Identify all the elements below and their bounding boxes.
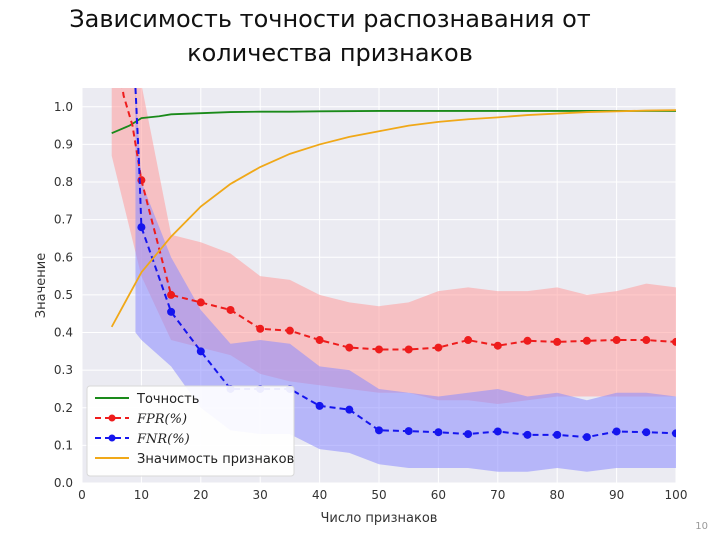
- x-tick-label: 0: [78, 488, 86, 502]
- marker-fnr: [523, 430, 532, 439]
- marker-fpr: [642, 336, 651, 345]
- confidence-bands: [111, 88, 676, 472]
- x-tick-label: 10: [134, 488, 149, 502]
- marker-fpr: [196, 298, 205, 307]
- marker-fpr: [345, 343, 354, 352]
- legend-label-accuracy: Точность: [136, 392, 199, 407]
- band-fnr: [135, 88, 676, 472]
- series-line-significance: [110, 109, 676, 328]
- axis-ticks: 0 10 20 30 40 50 60 70 80 90 100 0.0 0.1 0.2 0.3 0.4 0.5…: [54, 100, 688, 502]
- y-tick-label: 0.8: [54, 175, 73, 189]
- marker-fnr: [315, 401, 324, 410]
- legend-box: [86, 385, 295, 477]
- marker-fpr: [226, 305, 235, 314]
- x-tick-label: 90: [609, 488, 624, 502]
- slide-title-line-2: количества признаков: [187, 39, 473, 67]
- y-tick-label: 0.0: [54, 476, 73, 490]
- marker-fpr: [404, 345, 413, 354]
- series-line-accuracy: [111, 110, 676, 134]
- marker-fnr: [404, 427, 413, 436]
- marker-fpr: [672, 337, 676, 346]
- marker-fpr: [285, 326, 294, 335]
- marker-fpr: [375, 345, 383, 354]
- legend-label-fnr: FNR(%): [136, 432, 190, 447]
- y-tick-label: 0.4: [54, 326, 73, 340]
- marker-fnr: [612, 427, 621, 436]
- y-axis-label: Значение: [34, 253, 49, 318]
- marker-fnr: [434, 428, 443, 437]
- y-tick-label: 0.6: [54, 250, 73, 264]
- x-tick-label: 60: [431, 488, 446, 502]
- marker-fpr: [137, 176, 146, 185]
- marker-fpr: [464, 336, 473, 345]
- legend-marker-fpr: [108, 414, 116, 422]
- page-number: 10: [695, 521, 708, 532]
- marker-fpr: [434, 343, 443, 352]
- series-line-fnr: [134, 88, 676, 439]
- slide-title: Зависимость точности распознавания от ко…: [60, 2, 600, 70]
- y-tick-label: 0.5: [54, 288, 73, 302]
- marker-fnr: [672, 429, 676, 438]
- marker-fpr: [612, 336, 621, 345]
- marker-fnr: [582, 433, 591, 442]
- marker-fpr: [553, 337, 562, 346]
- y-tick-label: 0.3: [54, 363, 73, 377]
- x-tick-label: 50: [371, 488, 386, 502]
- marker-fnr: [137, 223, 146, 232]
- legend-marker-fnr: [108, 434, 116, 442]
- band-fpr: [111, 88, 676, 404]
- marker-fnr: [345, 405, 354, 414]
- marker-fnr: [642, 428, 651, 437]
- x-axis-label: Число признаков: [321, 511, 438, 526]
- x-tick-label: 40: [312, 488, 327, 502]
- legend-label-fpr: FPR(%): [136, 412, 187, 427]
- marker-fnr: [553, 430, 562, 439]
- x-tick-label: 20: [193, 488, 208, 502]
- y-tick-label: 0.1: [54, 438, 73, 452]
- marker-fnr: [493, 427, 502, 436]
- x-tick-label: 80: [550, 488, 565, 502]
- x-tick-label: 100: [665, 488, 688, 502]
- legend: Точность FPR(%) FNR(%) Значимость признаков: [86, 385, 295, 477]
- marker-fnr: [196, 347, 205, 356]
- legend-label-significance: Значимость признаков: [137, 452, 294, 467]
- slide-title-line-1: Зависимость точности распознавания от: [69, 5, 591, 33]
- marker-fpr: [582, 336, 591, 345]
- marker-fpr: [493, 341, 502, 350]
- series-line-fpr: [121, 88, 676, 351]
- marker-fpr: [167, 290, 176, 299]
- marker-fnr: [375, 426, 383, 435]
- x-tick-label: 30: [253, 488, 268, 502]
- x-tick-label: 70: [490, 488, 505, 502]
- y-tick-label: 1.0: [54, 100, 73, 114]
- marker-fnr: [167, 307, 176, 316]
- marker-fpr: [256, 324, 265, 333]
- marker-fpr: [523, 336, 532, 345]
- y-tick-label: 0.9: [54, 137, 73, 151]
- marker-fnr: [464, 430, 473, 439]
- y-tick-label: 0.2: [54, 401, 73, 415]
- y-tick-label: 0.7: [54, 213, 73, 227]
- marker-fpr: [315, 336, 324, 345]
